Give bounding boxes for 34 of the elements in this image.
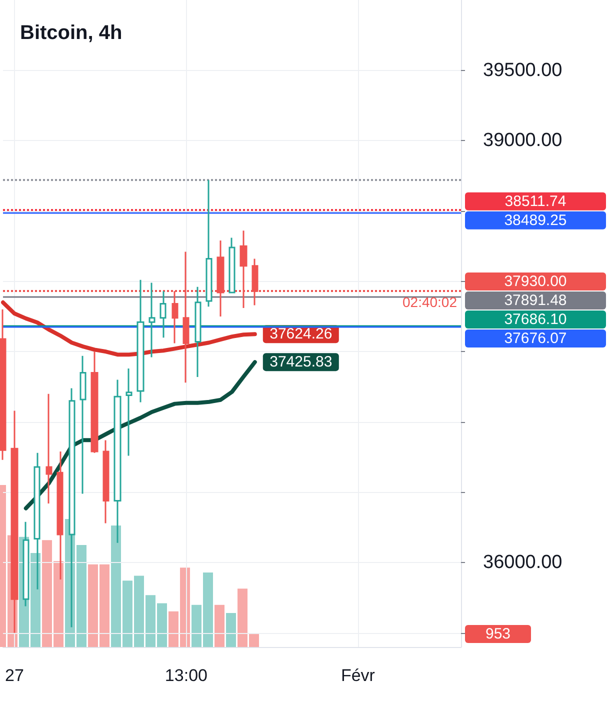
candlestick bbox=[160, 290, 166, 338]
candlestick bbox=[126, 368, 132, 456]
candlestick bbox=[90, 350, 98, 454]
text: 953 bbox=[485, 626, 511, 642]
candlestick bbox=[148, 282, 156, 358]
candlestick bbox=[46, 393, 52, 504]
data-label: 37425.83 bbox=[270, 354, 332, 371]
candlestick bbox=[228, 236, 236, 294]
candlestick bbox=[206, 179, 212, 308]
y-tick-label: 36000.00 bbox=[483, 552, 562, 574]
annotation: 02:40:02 bbox=[402, 294, 458, 310]
ref-line-label: 37686.10 bbox=[504, 311, 567, 328]
candlestick bbox=[0, 308, 6, 461]
data-label: 37624.26 bbox=[270, 326, 332, 343]
text: Bitcoin, 4h bbox=[20, 22, 122, 44]
ref-line-label: 38511.74 bbox=[504, 192, 566, 210]
candlestick bbox=[136, 279, 144, 404]
candlestick bbox=[80, 355, 86, 494]
ref-line-label: 37676.07 bbox=[504, 330, 567, 348]
candlestick bbox=[22, 521, 30, 607]
x-tick-label: Févr bbox=[340, 666, 376, 685]
ref-line-label: 38489.25 bbox=[504, 212, 567, 229]
ref-line-label: 37930.00 bbox=[504, 273, 567, 290]
y-tick-label: 39000.00 bbox=[483, 130, 562, 152]
candlestick bbox=[194, 286, 202, 378]
ref-line-label: 37891.48 bbox=[504, 292, 567, 310]
candlestick bbox=[68, 387, 76, 628]
candlestick bbox=[102, 439, 110, 524]
y-tick-label: 39500.00 bbox=[483, 60, 562, 81]
bar bbox=[214, 604, 224, 647]
x-tick-label: 13:00 bbox=[164, 666, 208, 685]
line-series bbox=[1, 300, 257, 357]
bar bbox=[226, 612, 236, 647]
x-tick-label: 27 bbox=[4, 666, 24, 685]
